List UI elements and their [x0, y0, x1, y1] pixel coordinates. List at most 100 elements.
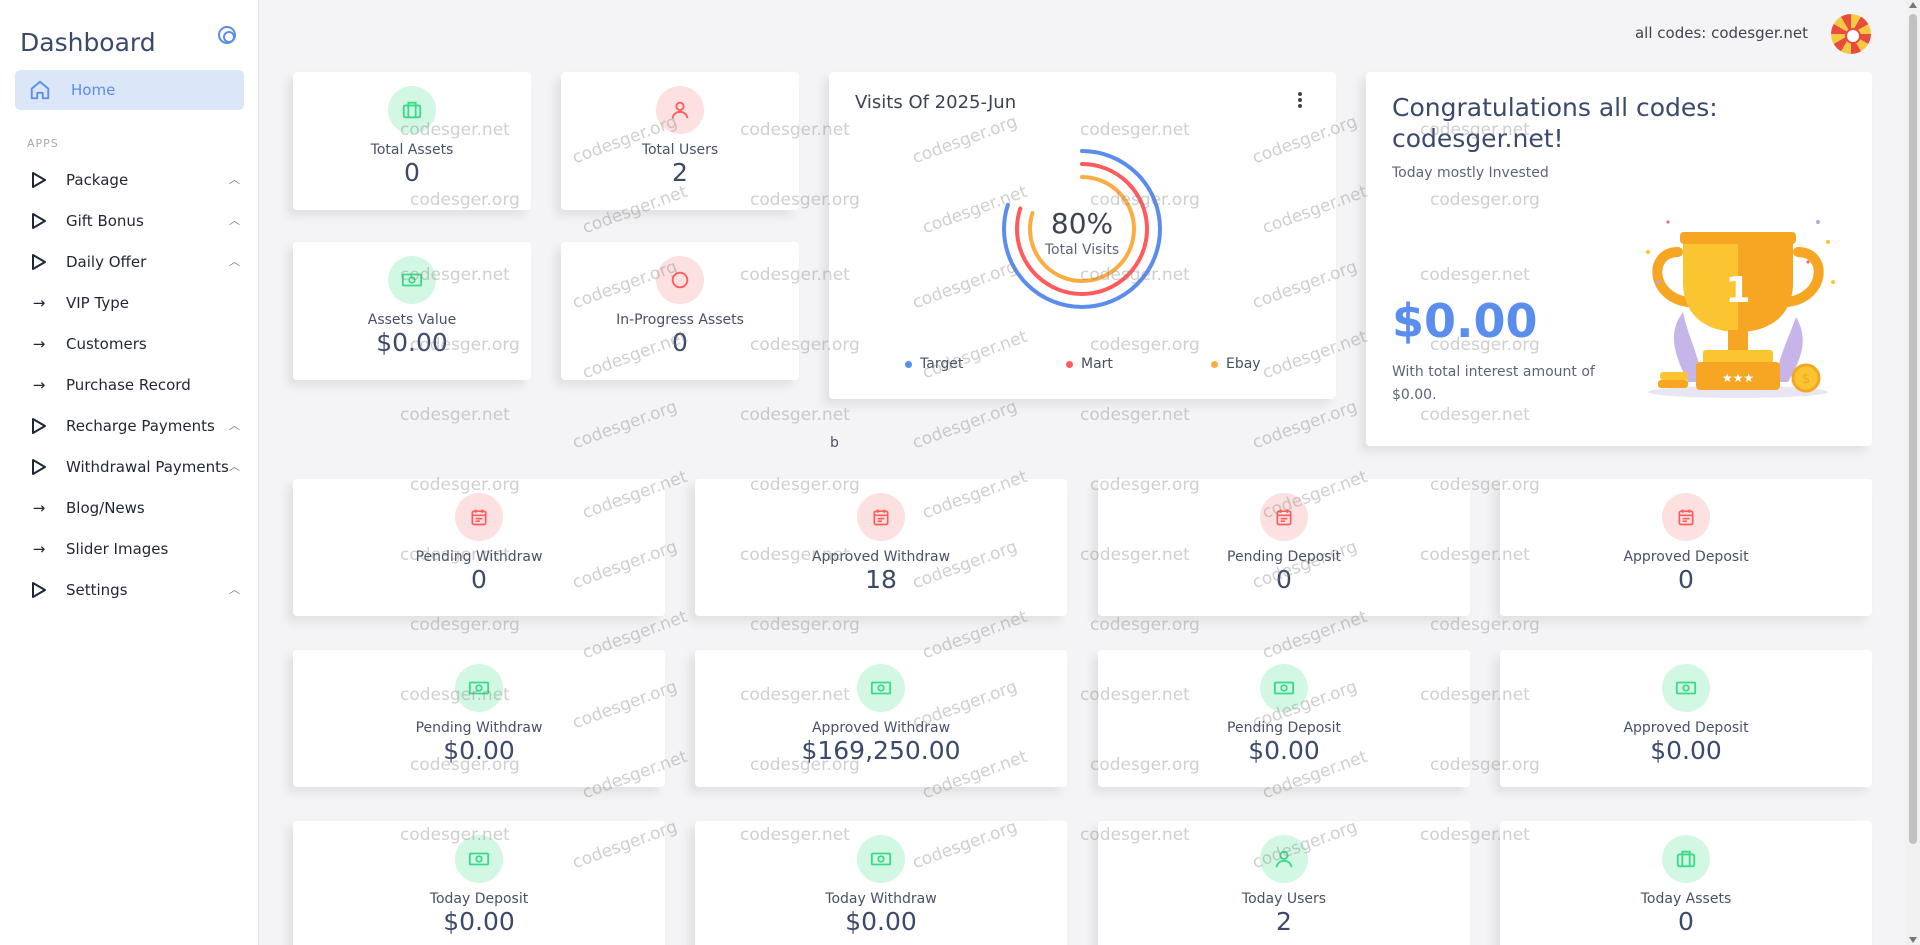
chevron-up-icon: ︿	[229, 419, 240, 432]
stat-label: Today Assets	[1640, 891, 1732, 907]
stat-label: Total Users	[641, 142, 719, 158]
arrow-right-icon: →	[32, 375, 46, 394]
stat-value: $0.00	[1248, 736, 1320, 765]
money-icon	[388, 256, 436, 304]
money-icon	[455, 664, 503, 712]
sidebar-item-label: Withdrawal Payments	[66, 457, 229, 476]
stat-card-approved-deposit-amount: Approved Deposit $0.00	[1500, 650, 1872, 787]
radial-center-label: Total Visits	[1044, 242, 1119, 258]
calendar-icon	[1662, 493, 1710, 541]
calendar-icon	[857, 493, 905, 541]
play-triangle-icon	[28, 171, 50, 189]
circle-icon	[656, 256, 704, 304]
page-scrollbar[interactable]	[1906, 0, 1920, 945]
sidebar-item-daily-offer[interactable]: Daily Offer ︿	[28, 241, 240, 282]
briefcase-icon	[388, 86, 436, 134]
stray-text: b	[830, 435, 839, 451]
play-triangle-icon	[28, 581, 50, 599]
sidebar-item-vip-type[interactable]: → VIP Type	[28, 282, 240, 323]
sidebar-item-package[interactable]: Package ︿	[28, 159, 240, 200]
svg-text:$: $	[1802, 372, 1810, 387]
legend-label: Mart	[1081, 356, 1113, 372]
sidebar-item-customers[interactable]: → Customers	[28, 323, 240, 364]
svg-text:★★★: ★★★	[1722, 371, 1754, 385]
sidebar-item-recharge-payments[interactable]: Recharge Payments ︿	[28, 405, 240, 446]
sidebar-item-label: Purchase Record	[66, 375, 191, 394]
sidebar-item-withdrawal-payments[interactable]: Withdrawal Payments ︿	[28, 446, 240, 487]
sidebar-item-home[interactable]: Home	[15, 70, 244, 110]
stat-value: 2	[1276, 907, 1292, 936]
sidebar-item-gift-bonus[interactable]: Gift Bonus ︿	[28, 200, 240, 241]
scrollbar-thumb[interactable]	[1909, 14, 1917, 844]
stat-card-approved-withdraw-count: Approved Withdraw 18	[695, 479, 1067, 616]
stat-card-assets-value: Assets Value $0.00	[293, 242, 531, 380]
briefcase-icon	[1662, 835, 1710, 883]
congrats-card: Congratulations all codes: codesger.net!…	[1366, 72, 1872, 446]
sidebar-item-settings[interactable]: Settings ︿	[28, 569, 240, 610]
stat-label: Pending Withdraw	[415, 720, 543, 736]
play-triangle-icon	[28, 417, 50, 435]
watermark-text: codesger.org	[1090, 615, 1200, 635]
stat-card-total-users: Total Users 2	[561, 72, 799, 210]
legend-item-target[interactable]: Target	[905, 356, 963, 372]
stat-value: $0.00	[1650, 736, 1722, 765]
avatar[interactable]	[1831, 14, 1871, 54]
scroll-up-icon[interactable]	[1909, 2, 1917, 8]
legend-item-ebay[interactable]: Ebay	[1211, 356, 1261, 372]
stat-label: Approved Withdraw	[811, 720, 951, 736]
stat-label: Today Withdraw	[825, 891, 937, 907]
chevron-up-icon: ︿	[229, 583, 240, 596]
stat-value: $0.00	[845, 907, 917, 936]
visits-card: Visits Of 2025-Jun 80% Total Visits Targ…	[829, 72, 1336, 399]
section-label: APPS	[27, 137, 59, 150]
stat-label: Today Deposit	[429, 891, 529, 907]
visits-title: Visits Of 2025-Jun	[855, 92, 1017, 113]
stat-card-in-progress-assets: In-Progress Assets 0	[561, 242, 799, 380]
trophy-illustration-icon: 1 ★★★ $	[1646, 220, 1835, 398]
sidebar-item-purchase-record[interactable]: → Purchase Record	[28, 364, 240, 405]
radial-bar-target	[1002, 149, 1162, 309]
brand-title[interactable]: Dashboard	[20, 28, 156, 57]
stat-label: Approved Deposit	[1623, 549, 1749, 565]
chevron-up-icon: ︿	[229, 460, 240, 473]
arrow-right-icon: →	[32, 293, 46, 312]
congrats-title: Congratulations all codes: codesger.net!	[1392, 93, 1718, 153]
sidebar-item-label: Customers	[66, 334, 147, 353]
sidebar-item-blog-news[interactable]: → Blog/News	[28, 487, 240, 528]
congrats-subtitle: Today mostly Invested	[1392, 165, 1549, 181]
legend-item-mart[interactable]: Mart	[1066, 356, 1113, 372]
money-icon	[455, 835, 503, 883]
stat-value: $0.00	[443, 907, 515, 936]
stat-label: Total Assets	[370, 142, 454, 158]
play-triangle-icon	[28, 253, 50, 271]
radial-center-value: 80%	[1051, 207, 1113, 240]
stat-card-pending-withdraw-amount: Pending Withdraw $0.00	[293, 650, 665, 787]
sidebar-nav: Package ︿ Gift Bonus ︿ Daily Offer ︿ → VIP T…	[28, 159, 240, 610]
sidebar-item-label: VIP Type	[66, 293, 129, 312]
watermark-text: codesger.net	[400, 405, 510, 425]
watermark-text: codesger.org	[750, 615, 860, 635]
watermark-text: codesger.org	[569, 396, 680, 454]
sidebar-item-label: Package	[66, 170, 129, 189]
stat-card-pending-deposit-amount: Pending Deposit $0.00	[1098, 650, 1470, 787]
sidebar-toggle-icon[interactable]	[218, 26, 236, 44]
sidebar-item-label: Home	[71, 81, 116, 99]
stat-card-pending-withdraw-count: Pending Withdraw 0	[293, 479, 665, 616]
sidebar-item-label: Gift Bonus	[66, 211, 144, 230]
stat-label: Approved Withdraw	[811, 549, 951, 565]
watermark-text: codesger.org	[1430, 615, 1540, 635]
arrow-right-icon: →	[32, 334, 46, 353]
stat-label: Pending Withdraw	[415, 549, 543, 565]
watermark-text: codesger.org	[1249, 396, 1360, 454]
more-options-icon[interactable]	[1298, 92, 1302, 108]
stat-card-total-assets: Total Assets 0	[293, 72, 531, 210]
chevron-up-icon: ︿	[229, 173, 240, 186]
watermark-text: codesger.net	[1080, 405, 1190, 425]
stat-value: 0	[404, 158, 420, 187]
scroll-down-icon[interactable]	[1909, 937, 1917, 943]
watermark-text: codesger.org	[909, 396, 1020, 454]
sidebar-item-slider-images[interactable]: → Slider Images	[28, 528, 240, 569]
user-name[interactable]: all codes: codesger.net	[1634, 24, 1808, 42]
legend-label: Target	[920, 356, 964, 372]
stat-value: $169,250.00	[801, 736, 961, 765]
